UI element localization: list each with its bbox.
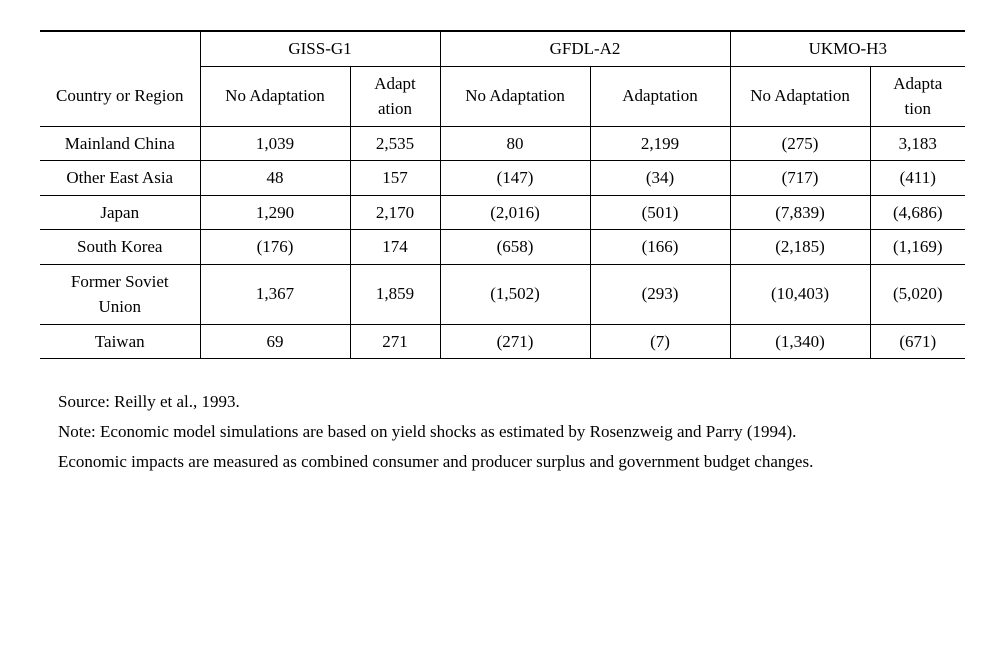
col-header: Adapt ation bbox=[350, 66, 440, 126]
cell: (411) bbox=[870, 161, 965, 196]
cell: (7,839) bbox=[730, 195, 870, 230]
table-row: Other East Asia48157(147)(34)(717)(411) bbox=[40, 161, 965, 196]
col-header: Adaptation bbox=[590, 66, 730, 126]
cell: (293) bbox=[590, 264, 730, 324]
table-row: Former Soviet Union1,3671,859(1,502)(293… bbox=[40, 264, 965, 324]
table-row: Japan1,2902,170(2,016)(501)(7,839)(4,686… bbox=[40, 195, 965, 230]
cell: (501) bbox=[590, 195, 730, 230]
cell: (671) bbox=[870, 324, 965, 359]
cell: 69 bbox=[200, 324, 350, 359]
col-header: No Adaptation bbox=[730, 66, 870, 126]
row-label: Former Soviet Union bbox=[40, 264, 200, 324]
cell: (658) bbox=[440, 230, 590, 265]
row-label: Taiwan bbox=[40, 324, 200, 359]
cell: 1,039 bbox=[200, 126, 350, 161]
cell: (275) bbox=[730, 126, 870, 161]
cell: (176) bbox=[200, 230, 350, 265]
cell: 271 bbox=[350, 324, 440, 359]
row-label-header: Country or Region bbox=[40, 66, 200, 126]
economic-impact-table: GISS-G1 GFDL-A2 UKMO-H3 Country or Regio… bbox=[40, 30, 965, 359]
table-row: Taiwan69271(271)(7)(1,340)(671) bbox=[40, 324, 965, 359]
table-row: South Korea(176)174(658)(166)(2,185)(1,1… bbox=[40, 230, 965, 265]
cell: (147) bbox=[440, 161, 590, 196]
scenario-header: GISS-G1 bbox=[200, 31, 440, 66]
cell: (1,340) bbox=[730, 324, 870, 359]
cell: 48 bbox=[200, 161, 350, 196]
cell: 174 bbox=[350, 230, 440, 265]
cell: (2,016) bbox=[440, 195, 590, 230]
scenario-header: GFDL-A2 bbox=[440, 31, 730, 66]
cell: (1,169) bbox=[870, 230, 965, 265]
cell: 1,859 bbox=[350, 264, 440, 324]
cell: 1,290 bbox=[200, 195, 350, 230]
note-line: Source: Reilly et al., 1993. bbox=[58, 387, 955, 417]
cell: (1,502) bbox=[440, 264, 590, 324]
cell: 3,183 bbox=[870, 126, 965, 161]
cell: 2,199 bbox=[590, 126, 730, 161]
cell: (7) bbox=[590, 324, 730, 359]
table-row: Mainland China1,0392,535802,199(275)3,18… bbox=[40, 126, 965, 161]
row-label: South Korea bbox=[40, 230, 200, 265]
sub-header-row: Country or Region No Adaptation Adapt at… bbox=[40, 66, 965, 126]
cell: (271) bbox=[440, 324, 590, 359]
cell: 2,535 bbox=[350, 126, 440, 161]
cell: 2,170 bbox=[350, 195, 440, 230]
note-line: Economic impacts are measured as combine… bbox=[58, 447, 955, 477]
table-notes: Source: Reilly et al., 1993.Note: Econom… bbox=[40, 387, 955, 476]
cell: 80 bbox=[440, 126, 590, 161]
cell: 1,367 bbox=[200, 264, 350, 324]
cell: (717) bbox=[730, 161, 870, 196]
row-label: Japan bbox=[40, 195, 200, 230]
col-header: Adapta tion bbox=[870, 66, 965, 126]
scenario-header-row: GISS-G1 GFDL-A2 UKMO-H3 bbox=[40, 31, 965, 66]
row-label: Other East Asia bbox=[40, 161, 200, 196]
scenario-header: UKMO-H3 bbox=[730, 31, 965, 66]
row-label: Mainland China bbox=[40, 126, 200, 161]
cell: 157 bbox=[350, 161, 440, 196]
cell: (4,686) bbox=[870, 195, 965, 230]
cell: (5,020) bbox=[870, 264, 965, 324]
col-header: No Adaptation bbox=[200, 66, 350, 126]
cell: (34) bbox=[590, 161, 730, 196]
col-header: No Adaptation bbox=[440, 66, 590, 126]
cell: (166) bbox=[590, 230, 730, 265]
cell: (2,185) bbox=[730, 230, 870, 265]
cell: (10,403) bbox=[730, 264, 870, 324]
note-line: Note: Economic model simulations are bas… bbox=[58, 417, 955, 447]
